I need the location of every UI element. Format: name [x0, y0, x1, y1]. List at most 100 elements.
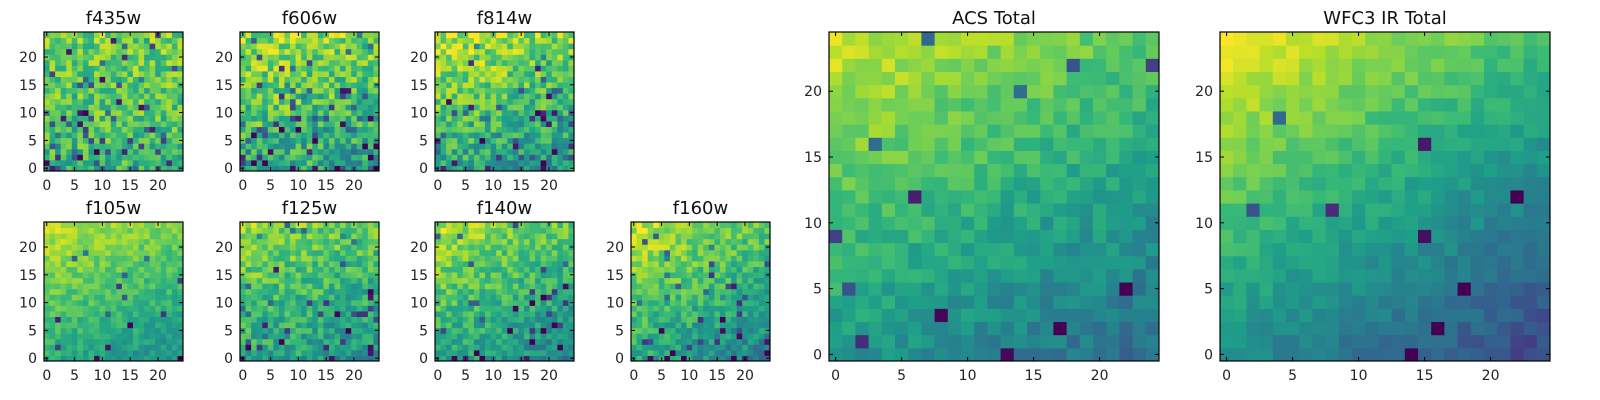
heatmap-cell	[934, 216, 949, 230]
heatmap-cell	[518, 238, 525, 245]
heatmap-cell	[82, 48, 89, 55]
heatmap-cell	[829, 321, 843, 336]
heatmap-cell	[340, 65, 347, 72]
heatmap-cell	[435, 305, 442, 312]
heatmap-cell	[736, 227, 743, 234]
heatmap-cell	[94, 277, 101, 284]
heatmap-cell	[451, 48, 458, 55]
heatmap-cell	[523, 32, 531, 39]
heatmap-cell	[317, 120, 324, 128]
heatmap-cell	[356, 143, 363, 150]
heatmap-cell	[301, 76, 308, 83]
heatmap-cell	[1053, 334, 1068, 349]
heatmap-cell	[501, 316, 508, 323]
heatmap-cell	[171, 344, 178, 351]
heatmap-cell	[245, 344, 252, 351]
heatmap-cell	[568, 32, 575, 39]
heatmap-cell	[725, 316, 732, 323]
heatmap-cell	[473, 120, 480, 128]
heatmap-cell	[496, 87, 503, 94]
heatmap-cell	[262, 349, 269, 356]
heatmap-cell	[568, 227, 575, 234]
heatmap-cell	[267, 82, 274, 89]
heatmap-cell	[758, 227, 765, 234]
heatmap-cell	[557, 87, 564, 94]
heatmap-cell	[540, 126, 547, 133]
heatmap-cell	[60, 227, 67, 234]
heatmap-cell	[725, 333, 732, 340]
heatmap-cell	[306, 54, 313, 61]
heatmap-cell	[562, 115, 569, 122]
heatmap-cell	[468, 148, 475, 155]
heatmap-cell	[356, 54, 363, 61]
heatmap-cell	[77, 109, 84, 116]
heatmap-cell	[653, 283, 660, 290]
heatmap-cell	[568, 48, 575, 55]
heatmap-cell	[160, 277, 167, 284]
heatmap-cell	[719, 349, 727, 356]
heatmap-cell	[697, 344, 704, 351]
heatmap-cell	[278, 109, 285, 116]
heatmap-cell	[278, 59, 285, 66]
heatmap-cell	[546, 333, 553, 340]
heatmap-cell	[328, 283, 336, 290]
heatmap-cell	[373, 222, 380, 229]
heatmap-cell	[251, 288, 258, 295]
heatmap-cell	[82, 76, 89, 83]
heatmap-cell	[132, 238, 140, 245]
heatmap-cell	[144, 159, 151, 166]
heatmap-cell	[82, 277, 89, 284]
heatmap-cell	[719, 333, 727, 340]
heatmap-cell	[562, 266, 569, 273]
heatmap-cell	[373, 344, 380, 351]
heatmap-cell	[440, 249, 447, 256]
heatmap-cell	[273, 272, 280, 279]
heatmap-cell	[290, 238, 297, 245]
heatmap-cell	[127, 115, 134, 122]
heatmap-cell	[692, 305, 699, 312]
heatmap-cell	[842, 334, 856, 349]
heatmap-cell	[88, 132, 95, 139]
heatmap-cell	[642, 260, 649, 267]
heatmap-cell	[334, 76, 341, 83]
heatmap-cell	[295, 244, 302, 251]
heatmap-cell	[177, 59, 184, 66]
heatmap-cell	[512, 76, 519, 83]
heatmap-cell	[934, 150, 949, 165]
heatmap-cell	[267, 344, 274, 351]
heatmap-cell	[317, 294, 324, 301]
heatmap-cell	[446, 277, 453, 284]
heatmap-cell	[171, 37, 178, 44]
heatmap-cell	[351, 238, 358, 245]
heatmap-cell	[317, 115, 324, 122]
heatmap-cell	[317, 310, 324, 318]
heatmap-cell	[703, 327, 710, 334]
heatmap-cell	[166, 54, 173, 61]
heatmap-cell	[110, 43, 117, 50]
heatmap-cell	[362, 310, 369, 318]
heatmap-cell	[171, 322, 178, 329]
heatmap-cell	[149, 349, 156, 356]
heatmap-cell	[149, 249, 156, 256]
heatmap-cell	[356, 120, 363, 128]
heatmap-cell	[55, 344, 62, 351]
heatmap-cell	[373, 154, 380, 161]
heatmap-cell	[105, 143, 112, 150]
heatmap-cell	[273, 260, 280, 267]
heatmap-cell	[373, 283, 380, 290]
heatmap-cell	[362, 159, 369, 166]
heatmap-cell	[1027, 308, 1041, 323]
heatmap-cell	[82, 288, 89, 295]
heatmap-cell	[144, 249, 151, 256]
heatmap-cell	[177, 322, 184, 329]
heatmap-cell	[551, 59, 558, 66]
heatmap-cell	[340, 233, 347, 240]
heatmap-cell	[731, 349, 738, 356]
heatmap-cell	[446, 104, 453, 111]
heatmap-cell	[110, 222, 117, 229]
heatmap-cell	[747, 344, 754, 351]
heatmap-cell	[446, 37, 453, 44]
heatmap-cell	[132, 322, 140, 329]
heatmap-cell	[323, 54, 330, 61]
heatmap-cell	[518, 338, 525, 345]
